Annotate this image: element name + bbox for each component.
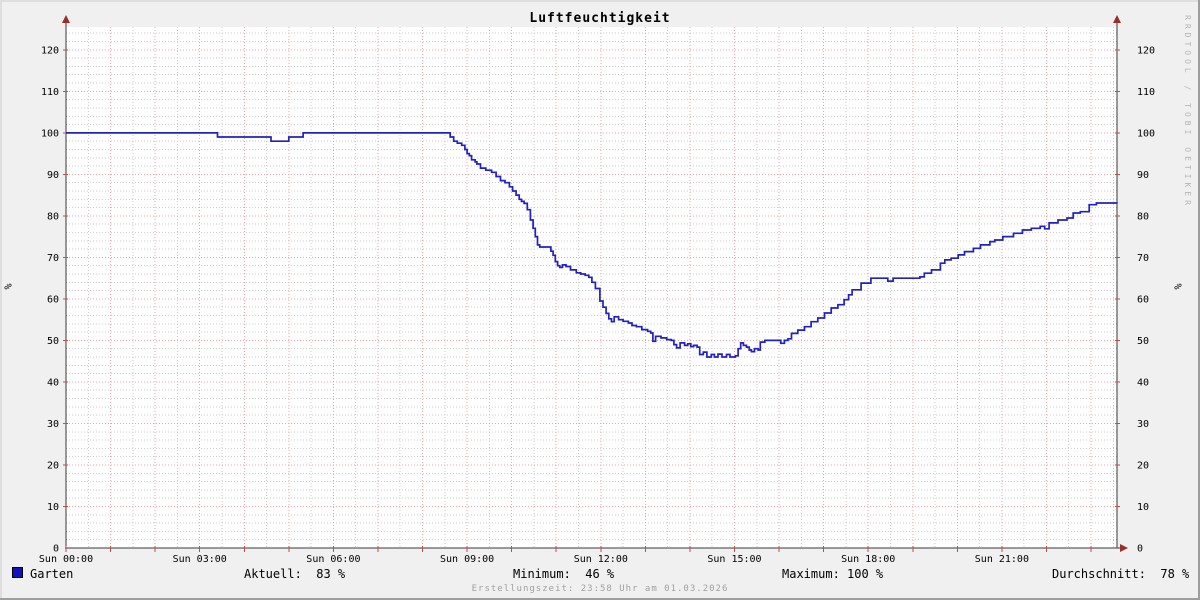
svg-text:90: 90 xyxy=(1137,170,1149,181)
svg-text:40: 40 xyxy=(1137,377,1149,388)
svg-text:10: 10 xyxy=(47,502,59,513)
svg-text:60: 60 xyxy=(47,294,59,305)
svg-text:Sun 03:00: Sun 03:00 xyxy=(173,554,227,565)
svg-text:0: 0 xyxy=(53,544,59,555)
series-color-swatch xyxy=(12,567,23,578)
legend-stat-minimum: Minimum: 46 % xyxy=(513,567,615,581)
svg-text:100: 100 xyxy=(1137,128,1155,139)
svg-text:110: 110 xyxy=(1137,87,1155,98)
chart-title: Luftfeuchtigkeit xyxy=(529,11,671,26)
svg-text:Sun 18:00: Sun 18:00 xyxy=(841,554,895,565)
svg-text:40: 40 xyxy=(47,377,59,388)
svg-text:80: 80 xyxy=(47,211,59,222)
svg-text:20: 20 xyxy=(1137,460,1149,471)
svg-text:60: 60 xyxy=(1137,294,1149,305)
svg-text:70: 70 xyxy=(1137,253,1149,264)
svg-text:110: 110 xyxy=(41,87,59,98)
svg-text:30: 30 xyxy=(47,419,59,430)
svg-text:Sun 09:00: Sun 09:00 xyxy=(440,554,494,565)
svg-text:Sun 12:00: Sun 12:00 xyxy=(574,554,628,565)
svg-text:Sun 00:00: Sun 00:00 xyxy=(39,554,93,565)
svg-text:80: 80 xyxy=(1137,211,1149,222)
y-axis-unit-left: % xyxy=(3,283,15,290)
svg-text:10: 10 xyxy=(1137,502,1149,513)
svg-text:Sun 15:00: Sun 15:00 xyxy=(707,554,761,565)
legend-stat-aktuell: Aktuell: 83 % xyxy=(244,567,346,581)
svg-text:Sun 21:00: Sun 21:00 xyxy=(975,554,1029,565)
svg-text:50: 50 xyxy=(1137,336,1149,347)
svg-text:120: 120 xyxy=(41,45,59,56)
legend-stat-maximum: Maximum: 100 % xyxy=(782,567,884,581)
svg-text:20: 20 xyxy=(47,460,59,471)
legend-row: Garten Aktuell: 83 % Minimum: 46 % Maxim… xyxy=(0,566,1200,581)
svg-text:Sun 06:00: Sun 06:00 xyxy=(306,554,360,565)
legend-stat-durchschnitt: Durchschnitt: 78 % xyxy=(1052,567,1190,581)
rrdtool-watermark: RRDTOOL / TOBI OETIKER xyxy=(1183,15,1192,209)
svg-text:90: 90 xyxy=(47,170,59,181)
svg-text:120: 120 xyxy=(1137,45,1155,56)
svg-text:70: 70 xyxy=(47,253,59,264)
svg-text:100: 100 xyxy=(41,128,59,139)
svg-text:30: 30 xyxy=(1137,419,1149,430)
legend-series-label: Garten xyxy=(30,567,74,581)
svg-text:50: 50 xyxy=(47,336,59,347)
svg-text:0: 0 xyxy=(1137,544,1143,555)
y-axis-unit-right: % xyxy=(1173,283,1185,290)
creation-timestamp: Erstellungszeit: 23:58 Uhr am 01.03.2026 xyxy=(471,584,729,594)
